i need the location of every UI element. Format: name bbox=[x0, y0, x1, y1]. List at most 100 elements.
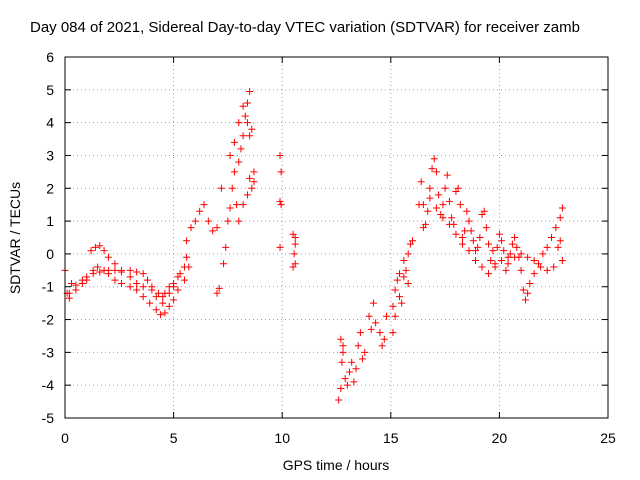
data-point bbox=[391, 312, 399, 320]
data-point bbox=[543, 266, 551, 274]
data-point bbox=[338, 358, 346, 366]
data-point bbox=[174, 286, 182, 294]
data-point bbox=[352, 365, 360, 373]
data-point bbox=[400, 256, 408, 264]
data-point bbox=[126, 266, 134, 274]
data-point bbox=[78, 276, 86, 284]
data-point bbox=[378, 342, 386, 350]
data-point bbox=[133, 279, 141, 287]
data-point bbox=[476, 234, 484, 241]
data-point bbox=[183, 237, 191, 245]
grid-lines bbox=[65, 57, 608, 418]
data-point bbox=[96, 242, 104, 250]
y-tick-label: 0 bbox=[46, 246, 54, 262]
data-point bbox=[524, 253, 532, 261]
data-point bbox=[233, 201, 241, 209]
data-point bbox=[215, 284, 223, 292]
y-tick-label: -4 bbox=[42, 377, 55, 393]
data-point bbox=[226, 151, 234, 159]
data-point bbox=[404, 279, 412, 287]
data-point bbox=[454, 184, 462, 192]
data-point bbox=[393, 276, 401, 284]
data-point bbox=[87, 247, 95, 255]
y-tick-label: 6 bbox=[46, 49, 54, 65]
data-point bbox=[230, 138, 238, 146]
data-point bbox=[487, 256, 495, 264]
data-point bbox=[426, 194, 434, 202]
x-tick-label: 15 bbox=[383, 430, 399, 446]
data-point bbox=[511, 234, 519, 241]
data-point bbox=[291, 234, 299, 241]
data-point bbox=[148, 286, 156, 294]
data-point bbox=[176, 270, 184, 278]
data-point bbox=[246, 174, 254, 182]
data-point bbox=[372, 319, 380, 327]
data-point bbox=[209, 227, 217, 235]
data-point bbox=[469, 237, 477, 245]
data-point bbox=[217, 184, 225, 192]
data-point bbox=[361, 348, 369, 356]
tick-labels: 0 5 10 15 20 25 -5 -4 -3 -2 -1 0 1 2 3 4 5 6 bbox=[42, 49, 616, 446]
data-point bbox=[126, 283, 134, 291]
data-point bbox=[241, 112, 249, 120]
data-point bbox=[239, 201, 247, 209]
data-point bbox=[96, 268, 104, 276]
data-point bbox=[343, 381, 351, 389]
data-point bbox=[441, 184, 449, 192]
data-point bbox=[230, 168, 238, 176]
data-point bbox=[556, 237, 564, 245]
data-point bbox=[389, 302, 397, 310]
data-point bbox=[237, 145, 245, 153]
data-point bbox=[139, 293, 147, 301]
data-point bbox=[139, 283, 147, 291]
data-point bbox=[224, 217, 232, 225]
data-point bbox=[152, 293, 160, 301]
data-point bbox=[463, 207, 471, 215]
data-point bbox=[72, 281, 80, 289]
data-point bbox=[395, 293, 403, 301]
data-point bbox=[196, 207, 204, 215]
data-point bbox=[439, 201, 447, 209]
plot-area-border bbox=[64, 56, 609, 419]
data-point bbox=[248, 125, 256, 133]
data-point bbox=[504, 253, 512, 261]
data-point bbox=[432, 204, 440, 212]
data-point bbox=[152, 306, 160, 314]
data-point bbox=[439, 214, 447, 222]
data-point bbox=[220, 260, 228, 268]
chart-title: Day 084 of 2021, Sidereal Day-to-day VTE… bbox=[30, 19, 580, 36]
data-point bbox=[445, 220, 453, 228]
data-point bbox=[159, 299, 167, 307]
data-point bbox=[485, 240, 493, 248]
data-point bbox=[517, 250, 525, 258]
data-point bbox=[250, 168, 258, 176]
data-point bbox=[517, 266, 525, 274]
y-tick-label: 4 bbox=[46, 115, 54, 131]
data-point bbox=[213, 289, 221, 297]
data-point bbox=[511, 253, 519, 261]
data-point bbox=[146, 299, 154, 307]
data-point bbox=[246, 132, 254, 140]
data-point bbox=[91, 243, 99, 251]
data-point bbox=[445, 197, 453, 205]
data-point bbox=[139, 270, 147, 278]
data-point bbox=[524, 289, 532, 297]
data-point bbox=[354, 342, 362, 350]
data-point bbox=[183, 253, 191, 261]
data-point bbox=[526, 279, 534, 287]
data-point bbox=[519, 286, 527, 294]
data-point bbox=[430, 155, 438, 163]
data-point bbox=[554, 243, 562, 251]
data-point bbox=[291, 240, 299, 248]
data-point bbox=[398, 299, 406, 307]
data-point bbox=[346, 368, 354, 376]
data-point bbox=[133, 268, 141, 276]
data-point bbox=[165, 283, 173, 291]
data-point bbox=[504, 260, 512, 268]
data-point bbox=[404, 250, 412, 258]
data-point bbox=[417, 178, 425, 186]
x-tick-label: 5 bbox=[170, 430, 178, 446]
data-point bbox=[104, 253, 112, 261]
data-point bbox=[243, 99, 251, 107]
data-point bbox=[359, 355, 367, 363]
